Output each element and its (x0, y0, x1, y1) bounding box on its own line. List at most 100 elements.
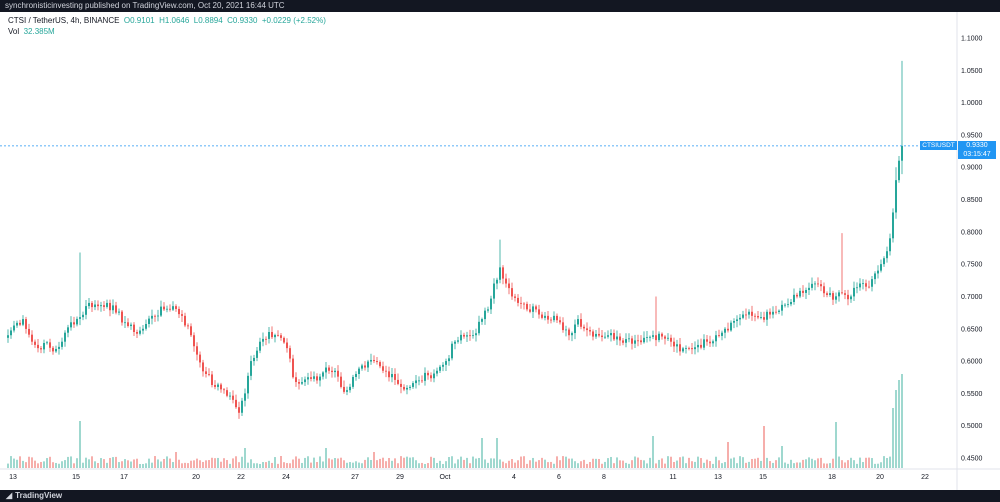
volume-bar (574, 461, 576, 468)
volume-bar (331, 459, 333, 468)
tradingview-logo[interactable]: ◢ TradingView (6, 491, 62, 500)
candle-body (874, 273, 876, 280)
volume-bar (724, 462, 726, 468)
volume-bar (250, 459, 252, 468)
candlestick-chart[interactable]: 1.1000 1.0500 1.0000 0.9500 0.9000 0.8500 0.80… (0, 12, 1000, 490)
candle-body (406, 387, 408, 390)
chart-area[interactable]: 1.1000 1.0500 1.0000 0.9500 0.9000 0.8500 0.80… (0, 12, 1000, 490)
volume-bar (466, 457, 468, 468)
volume-bar (739, 456, 741, 468)
candle-body (433, 373, 435, 379)
candle-body (784, 304, 786, 306)
volume-bar (286, 463, 288, 468)
volume-bar (364, 459, 366, 468)
candle-body (475, 333, 477, 336)
legend-symbol[interactable]: CTSI / TetherUS, 4h, BINANCE (8, 16, 120, 25)
time-axis[interactable]: 13 15 17 20 22 24 27 29 Oct 4 6 8 11 13 15 18 20 22 (9, 474, 929, 481)
price-tick-label: 1.1000 (961, 36, 983, 43)
candle-body (826, 293, 828, 295)
volume-bar (274, 457, 276, 468)
volume-bar (58, 463, 60, 468)
candle-body (631, 338, 633, 344)
candle-body (361, 365, 363, 369)
volume-bar (469, 463, 471, 468)
volume-bar (346, 462, 348, 468)
volume-bar (49, 456, 51, 468)
candle-body (715, 335, 717, 342)
candle-body (529, 309, 531, 312)
candle-body (262, 338, 264, 342)
candle-body (859, 283, 861, 288)
candle-body (10, 330, 12, 336)
candle-body (490, 298, 492, 310)
volume-bar (484, 459, 486, 468)
candle-body (679, 344, 681, 352)
volume-bar (163, 458, 165, 468)
candle-body (199, 354, 201, 363)
volume-bar (622, 460, 624, 468)
volume-bar (361, 463, 363, 468)
volume-bar (223, 458, 225, 468)
candle-body (115, 305, 117, 313)
volume-bar (115, 456, 117, 468)
candle-body (613, 333, 615, 340)
volume-bar (187, 463, 189, 468)
candle-body (238, 407, 240, 413)
volume-bar (340, 457, 342, 468)
volume-bar (610, 456, 612, 468)
candle-body (139, 330, 141, 334)
time-tick-label: 18 (828, 474, 836, 481)
volume-bar (751, 458, 753, 468)
candle-body (385, 370, 387, 372)
candle-body (808, 287, 810, 290)
candle-body (565, 329, 567, 331)
volume-bar (136, 458, 138, 468)
volume-bar (508, 460, 510, 468)
candle-body (25, 319, 27, 329)
volume-bar (883, 456, 885, 468)
candle-body (850, 296, 852, 300)
candle-body (376, 361, 378, 363)
volume-bar (268, 460, 270, 468)
price-tick-label: 1.0000 (961, 100, 983, 107)
volume-bar (373, 452, 375, 468)
candle-body (835, 296, 837, 300)
volume-bar (382, 457, 384, 468)
candle-body (487, 309, 489, 311)
candle-body (736, 319, 738, 322)
candle-body (598, 333, 600, 336)
candle-body (553, 315, 555, 321)
price-tick-label: 0.9000 (961, 165, 983, 172)
volume-bar (655, 463, 657, 468)
volume-bar (412, 457, 414, 468)
volume-bar (745, 462, 747, 468)
volume-bar (880, 462, 882, 468)
candle-body (187, 325, 189, 327)
price-axis[interactable]: 1.1000 1.0500 1.0000 0.9500 0.9000 0.8500 0.80… (961, 36, 983, 463)
candle-body (370, 359, 372, 362)
candle-body (382, 366, 384, 371)
candle-body (496, 279, 498, 284)
candle-body (817, 283, 819, 285)
candle-body (259, 341, 261, 351)
volume-bar (604, 461, 606, 468)
volume-bar (193, 460, 195, 468)
volume-bar (565, 456, 567, 468)
volume-bar (76, 458, 78, 468)
volume-bar (667, 456, 669, 468)
volume-bar (607, 458, 609, 468)
volume-bar (487, 462, 489, 468)
candle-body (898, 160, 900, 181)
candle-body (103, 305, 105, 307)
candle-body (157, 315, 159, 317)
legend-vol-label[interactable]: Vol (8, 27, 20, 36)
candle-body (439, 366, 441, 371)
volume-bar (793, 463, 795, 468)
candle-body (586, 328, 588, 331)
volume-bar (472, 456, 474, 468)
candle-body (343, 386, 345, 392)
volume-bar (868, 457, 870, 468)
candle-body (820, 284, 822, 287)
volume-bar (28, 456, 30, 468)
volume-bar (742, 457, 744, 468)
